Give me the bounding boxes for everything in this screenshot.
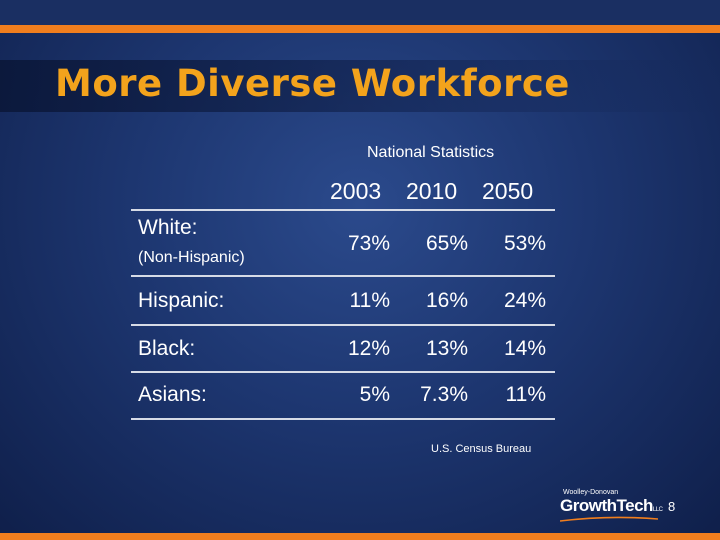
row-label-asians: Asians:	[138, 383, 207, 406]
row-label-black: Black:	[138, 337, 196, 360]
row-label-hispanic: Hispanic:	[138, 289, 225, 312]
cell-hispanic-2010: 16%	[425, 289, 468, 312]
title-band	[0, 60, 720, 112]
cell-black-2003: 12%	[347, 337, 390, 360]
logo-suffix: LLC	[652, 507, 663, 513]
bottom-accent-bar	[0, 533, 720, 540]
page-number: 8	[668, 499, 676, 514]
source-citation: U.S. Census Bureau	[431, 443, 532, 455]
table-subtitle: National Statistics	[367, 144, 495, 161]
cell-asians-2010: 7.3%	[420, 383, 468, 406]
top-accent-bar	[0, 25, 720, 33]
year-header-2050: 2050	[482, 178, 534, 204]
table-rule-bottom	[131, 418, 555, 420]
row-sublabel-non-hispanic: (Non-Hispanic)	[138, 249, 245, 266]
logo-wordmark: GrowthTech	[560, 496, 653, 515]
cell-white-2010: 65%	[425, 232, 468, 255]
company-logo: Woolley-Donovan GrowthTechLLC	[560, 489, 668, 525]
cell-hispanic-2003: 11%	[349, 289, 390, 312]
top-dark-bar	[0, 0, 720, 25]
row-label-white: White:	[138, 216, 198, 239]
cell-white-2050: 53%	[503, 232, 546, 255]
table-rule-top	[131, 209, 555, 211]
table-rule	[131, 324, 555, 326]
slide-title: More Diverse Workforce	[55, 62, 570, 105]
logo-small-text: Woolley-Donovan	[563, 489, 619, 496]
year-header-2003: 2003	[330, 178, 382, 204]
logo-main-text: GrowthTechLLC	[560, 496, 663, 516]
table-rule	[131, 371, 555, 373]
cell-white-2003: 73%	[347, 232, 390, 255]
cell-asians-2003: 5%	[359, 383, 390, 406]
cell-black-2050: 14%	[503, 337, 546, 360]
logo-swoosh-icon	[560, 516, 658, 522]
table-rule	[131, 275, 555, 277]
cell-asians-2050: 11%	[505, 383, 546, 406]
year-header-2010: 2010	[406, 178, 458, 204]
cell-black-2010: 13%	[425, 337, 468, 360]
cell-hispanic-2050: 24%	[503, 289, 546, 312]
